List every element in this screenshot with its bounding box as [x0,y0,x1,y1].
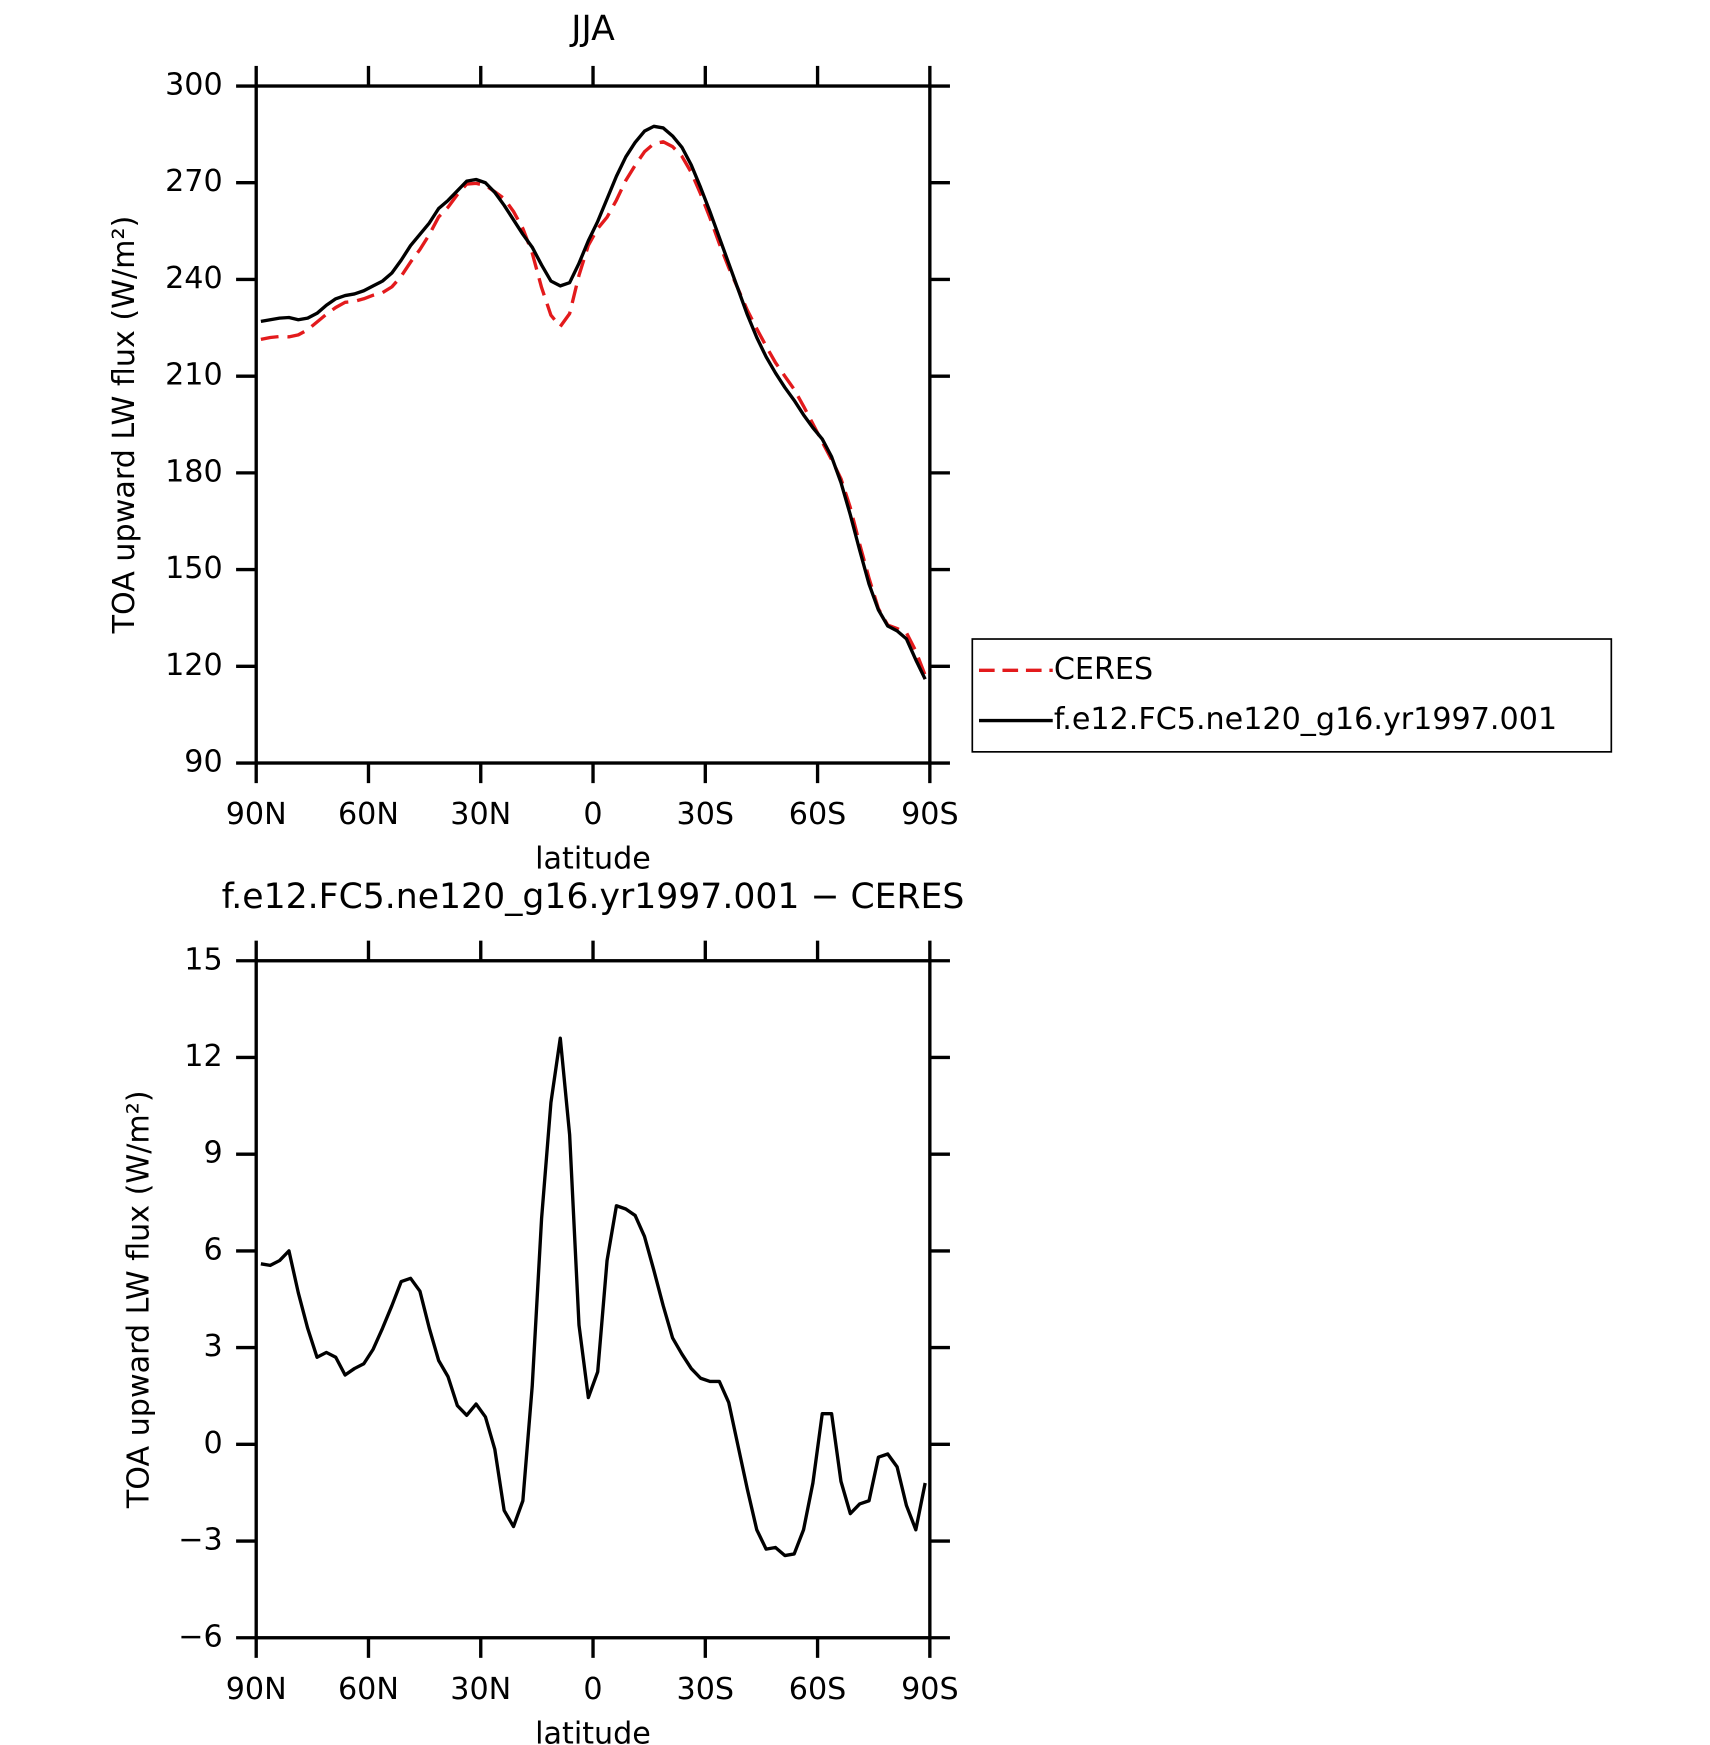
y-tick-label: 270 [165,164,223,199]
y-tick-label: 180 [165,454,223,489]
y-tick-label: 210 [165,358,223,393]
x-tick-label: 60S [789,797,847,832]
x-tick-label: 30S [677,1672,735,1707]
y-axis-label: TOA upward LW flux (W/m²) [122,1090,157,1509]
y-tick-label: 300 [165,68,223,103]
data-line [260,1036,927,1558]
y-tick-label: 3 [204,1329,223,1364]
y-tick-label: −6 [178,1619,222,1654]
y-tick-label: 0 [204,1426,223,1461]
legend-label: f.e12.FC5.ne120_g16.yr1997.001 [1054,702,1557,737]
x-tick-label: 0 [583,797,602,832]
x-tick-label: 90S [901,1672,959,1707]
y-tick-label: 90 [184,745,222,780]
x-tick-label: 30S [677,797,735,832]
x-tick-label: 90N [226,797,287,832]
legend-label: CERES [1054,652,1153,687]
x-tick-label: 0 [583,1672,602,1707]
x-tick-label: 60N [338,797,399,832]
y-tick-label: −3 [178,1523,222,1558]
x-axis-label: latitude [535,842,651,877]
chart-title: f.e12.FC5.ne120_g16.yr1997.001 − CERES [222,877,965,917]
y-tick-label: 12 [184,1039,222,1074]
x-tick-label: 60N [338,1672,399,1707]
x-axis-label: latitude [535,1716,651,1745]
x-tick-label: 30N [450,1672,511,1707]
x-tick-label: 90S [901,797,959,832]
x-tick-label: 30N [450,797,511,832]
y-tick-label: 150 [165,551,223,586]
y-tick-label: 15 [184,942,222,977]
y-axis-label: TOA upward LW flux (W/m²) [107,216,142,635]
y-tick-label: 6 [204,1232,223,1267]
plot-frame [254,84,932,765]
x-tick-label: 60S [789,1672,847,1707]
data-line [260,140,927,676]
chart-title: JJA [569,9,615,49]
x-tick-label: 90N [226,1672,287,1707]
y-tick-label: 9 [204,1136,223,1171]
plot-frame [254,959,932,1640]
data-line [260,124,927,680]
y-tick-label: 240 [165,261,223,296]
y-tick-label: 120 [165,648,223,683]
legend-box [971,638,1613,753]
